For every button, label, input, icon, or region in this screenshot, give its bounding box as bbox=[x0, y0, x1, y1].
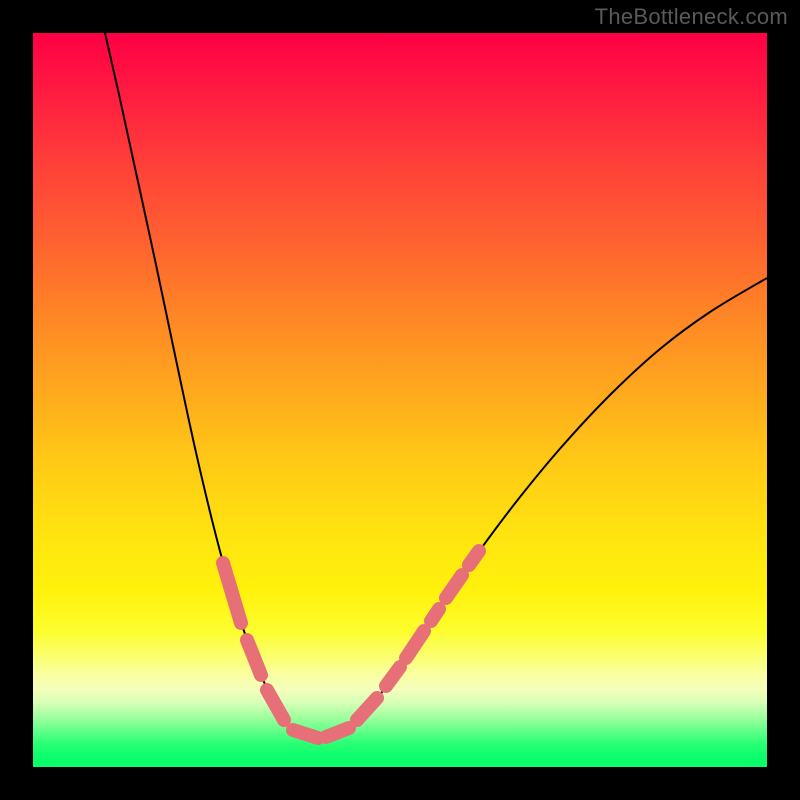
highlight-segment bbox=[293, 730, 318, 738]
bottleneck-chart bbox=[0, 0, 800, 800]
highlight-segment bbox=[469, 551, 479, 565]
highlight-segment bbox=[431, 609, 439, 621]
highlight-segment bbox=[326, 728, 349, 737]
watermark-text: TheBottleneck.com bbox=[595, 4, 788, 30]
